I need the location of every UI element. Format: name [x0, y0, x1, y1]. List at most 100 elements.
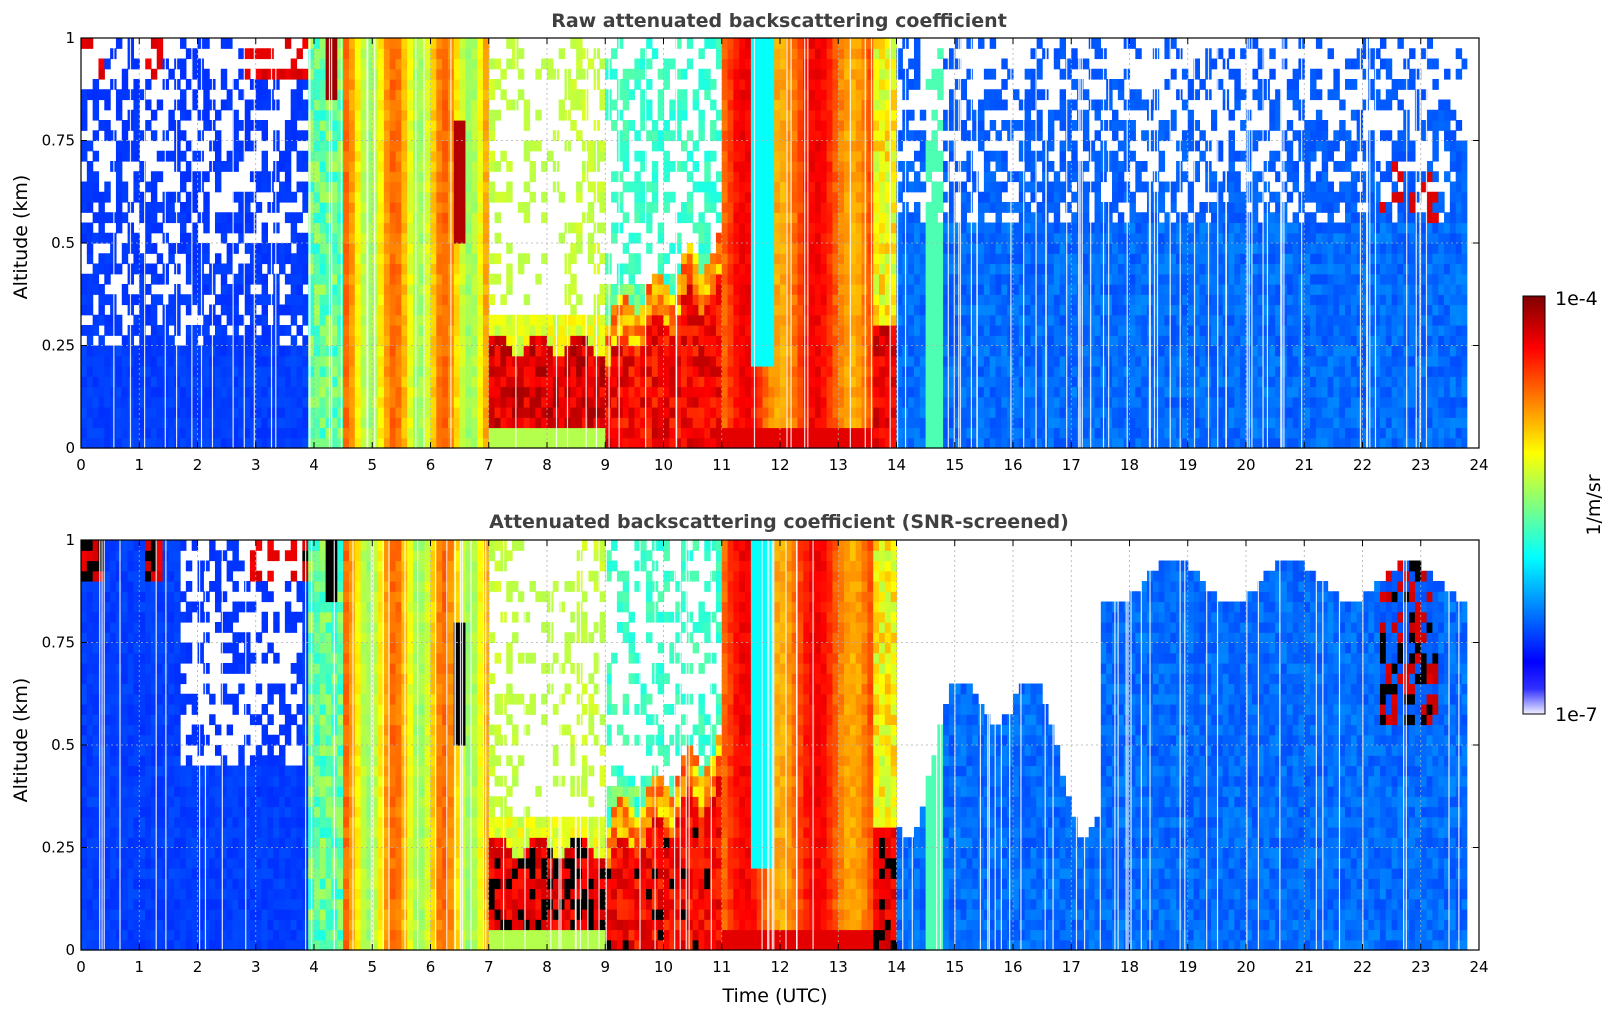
heatmap-cell [867, 68, 874, 80]
heatmap-cell [721, 407, 729, 418]
heatmap-cell [401, 140, 408, 152]
heatmap-cell [273, 427, 280, 439]
heatmap-cell [820, 48, 828, 60]
heatmap-cell [756, 109, 764, 121]
heatmap-cell [471, 345, 478, 357]
heatmap-cell [873, 294, 880, 306]
heatmap-cell [482, 294, 490, 306]
heatmap-cell [372, 284, 379, 295]
heatmap-cell [640, 396, 647, 408]
heatmap-cell [331, 427, 338, 439]
heatmap-cell [121, 396, 129, 408]
heatmap-cell [849, 120, 857, 131]
heatmap-cell [628, 407, 635, 418]
heatmap-cell [418, 253, 426, 265]
heatmap-cell [302, 130, 309, 142]
heatmap-cell [389, 212, 397, 224]
heatmap-cell [855, 314, 863, 326]
heatmap-cell [360, 386, 368, 398]
heatmap-cell [867, 243, 874, 254]
heatmap-cell [832, 130, 839, 142]
heatmap-cell [92, 181, 100, 193]
heatmap-cell [203, 89, 210, 101]
heatmap-cell [471, 130, 478, 142]
heatmap-cell [762, 212, 769, 224]
heatmap-cell [640, 407, 647, 418]
heatmap-cell [558, 407, 566, 418]
heatmap-cell [809, 171, 816, 183]
heatmap-cell [343, 325, 350, 336]
heatmap-cell [395, 191, 402, 203]
heatmap-cell [745, 386, 752, 398]
heatmap-cell [477, 376, 484, 388]
heatmap-cell [943, 120, 950, 131]
heatmap-cell [838, 304, 845, 316]
heatmap-cell [436, 253, 443, 265]
heatmap-cell [768, 48, 775, 60]
heatmap-cell [244, 355, 251, 367]
heatmap-cell [401, 68, 408, 80]
heatmap-cell [675, 109, 682, 121]
heatmap-cell [232, 140, 239, 152]
heatmap-cell [424, 304, 432, 316]
heatmap-cell [92, 376, 100, 388]
heatmap-cell [873, 79, 880, 90]
heatmap-cell [966, 335, 973, 347]
heatmap-cell [657, 437, 665, 449]
heatmap-cell [343, 427, 350, 439]
heatmap-cell [855, 202, 863, 213]
heatmap-cell [523, 99, 531, 111]
heatmap-cell [98, 202, 105, 213]
heatmap-cell [348, 48, 356, 60]
heatmap-cell [348, 181, 356, 193]
heatmap-cell [500, 386, 507, 398]
heatmap-cell [302, 263, 309, 275]
heatmap-cell [459, 191, 467, 203]
heatmap-cell [745, 99, 752, 111]
heatmap-cell [960, 181, 967, 193]
heatmap-cell [86, 376, 94, 388]
heatmap-cell [267, 335, 274, 347]
heatmap-cell [756, 335, 764, 347]
heatmap-cell [174, 294, 181, 306]
heatmap-cell [884, 68, 892, 80]
heatmap-cell [255, 89, 263, 101]
heatmap-cell [739, 58, 746, 70]
heatmap-cell [197, 417, 204, 429]
heatmap-cell [383, 417, 391, 429]
heatmap-cell [972, 314, 979, 326]
heatmap-cell [838, 437, 845, 449]
heatmap-cell [675, 212, 682, 224]
heatmap-cell [325, 253, 333, 265]
heatmap-cell [389, 243, 397, 254]
heatmap-cell [803, 284, 810, 295]
heatmap-cell [785, 38, 793, 49]
heatmap-cell [745, 120, 752, 131]
heatmap-cell [616, 355, 624, 367]
heatmap-cell [983, 68, 991, 80]
heatmap-cell [226, 335, 234, 347]
heatmap-cell [727, 437, 734, 449]
heatmap-cell [908, 294, 915, 306]
heatmap-cell [855, 150, 863, 162]
heatmap-cell [663, 191, 670, 203]
heatmap-cell [948, 294, 956, 306]
heatmap-cell [203, 120, 210, 131]
heatmap-cell [908, 263, 915, 275]
heatmap-cell [838, 212, 845, 224]
heatmap-cell [477, 386, 484, 398]
heatmap-cell [634, 386, 641, 398]
heatmap-cell [844, 232, 851, 244]
heatmap-cell [791, 99, 799, 111]
heatmap-cell [989, 99, 997, 111]
heatmap-cell [482, 38, 490, 49]
heatmap-cell [791, 243, 799, 254]
heatmap-cell [331, 109, 338, 121]
heatmap-cell [453, 294, 461, 306]
heatmap-cell [378, 294, 385, 306]
heatmap-cell [978, 386, 985, 398]
heatmap-cell [290, 191, 298, 203]
heatmap-cell [121, 253, 129, 265]
heatmap-cell [896, 273, 903, 285]
heatmap-cell [937, 396, 944, 408]
